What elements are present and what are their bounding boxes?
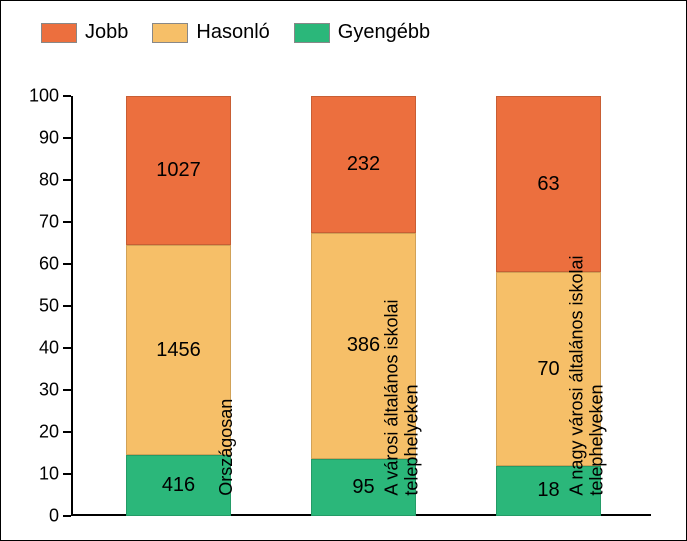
category-label: A nagy városi általános iskolaitelephely… <box>567 256 607 496</box>
category-label: A városi általános iskolaitelephelyeken <box>382 300 422 496</box>
bar-value: 95 <box>352 476 374 499</box>
bar-segment-jobb: 232 <box>311 96 416 233</box>
y-tick-label: 10 <box>39 464 71 485</box>
legend-item-jobb: Jobb <box>41 21 128 44</box>
legend-label: Gyengébb <box>338 21 430 44</box>
bar-value: 416 <box>162 474 195 497</box>
y-tick-label: 70 <box>39 212 71 233</box>
y-axis <box>71 96 73 516</box>
y-tick-label: 30 <box>39 380 71 401</box>
bar-value: 386 <box>347 334 380 357</box>
bar-value: 18 <box>537 479 559 502</box>
y-tick-label: 40 <box>39 338 71 359</box>
bar-segment-jobb: 1027 <box>126 96 231 245</box>
y-tick-label: 60 <box>39 254 71 275</box>
plot-area: 0102030405060708090100 41614561027Ország… <box>71 96 651 516</box>
legend-label: Hasonló <box>196 21 269 44</box>
legend-swatch <box>294 23 330 43</box>
category-label: Országosan <box>217 399 237 496</box>
bar-value: 63 <box>537 173 559 196</box>
bar-value: 70 <box>537 358 559 381</box>
bar-segment-jobb: 63 <box>496 96 601 272</box>
y-tick-label: 50 <box>39 296 71 317</box>
y-tick-label: 20 <box>39 422 71 443</box>
y-tick-label: 90 <box>39 128 71 149</box>
chart-container: Jobb Hasonló Gyengébb 0 10 20 30 40 50 60 70 80 9… <box>0 0 687 541</box>
y-tick-label: 80 <box>39 170 71 191</box>
y-tick-label: 100 <box>29 86 71 107</box>
legend-label: Jobb <box>85 21 128 44</box>
bar-value: 1456 <box>156 339 201 362</box>
legend-item-gyengebb: Gyengébb <box>294 21 430 44</box>
legend-swatch <box>152 23 188 43</box>
legend: Jobb Hasonló Gyengébb <box>41 21 430 44</box>
legend-swatch <box>41 23 77 43</box>
y-tick-label: 0 <box>49 506 71 527</box>
bar-value: 1027 <box>156 159 201 182</box>
legend-item-hasonlo: Hasonló <box>152 21 269 44</box>
bar-value: 232 <box>347 153 380 176</box>
